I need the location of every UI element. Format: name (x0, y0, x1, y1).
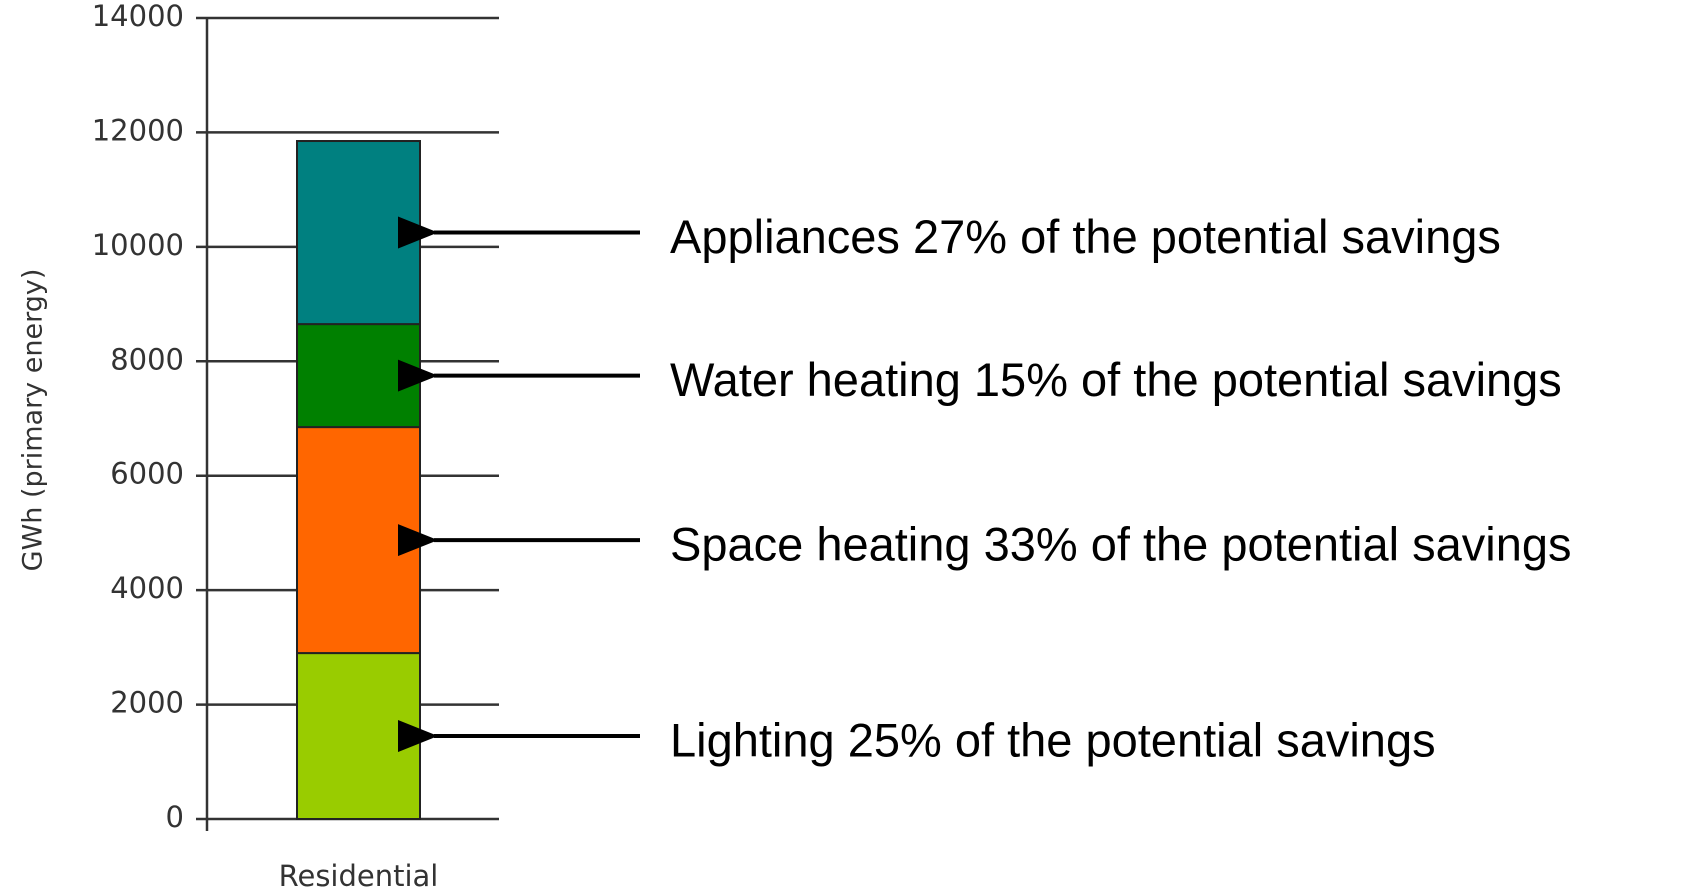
y-tick-label: 4000 (110, 571, 184, 605)
bar-segment (296, 323, 421, 429)
y-tick-label: 10000 (92, 228, 184, 262)
annotation: Appliances 27% of the potential savings (670, 210, 1501, 263)
y-tick-label: 6000 (110, 457, 184, 491)
annotation: Lighting 25% of the potential savings (670, 713, 1436, 766)
bar-segment (296, 652, 421, 820)
y-tick-label: 2000 (110, 686, 184, 720)
bar-segment (296, 140, 421, 326)
annotation: Water heating 15% of the potential savin… (670, 353, 1562, 406)
bar-segment (296, 426, 421, 655)
y-tick-label: 0 (166, 800, 184, 834)
annotation: Space heating 33% of the potential savin… (670, 518, 1571, 571)
y-axis-label: GWh (primary energy) (18, 269, 49, 572)
y-tick-label: 14000 (92, 0, 184, 33)
y-tick-label: 8000 (110, 342, 184, 376)
x-tick-label: Residential (279, 859, 439, 893)
y-tick-label: 12000 (92, 113, 184, 147)
